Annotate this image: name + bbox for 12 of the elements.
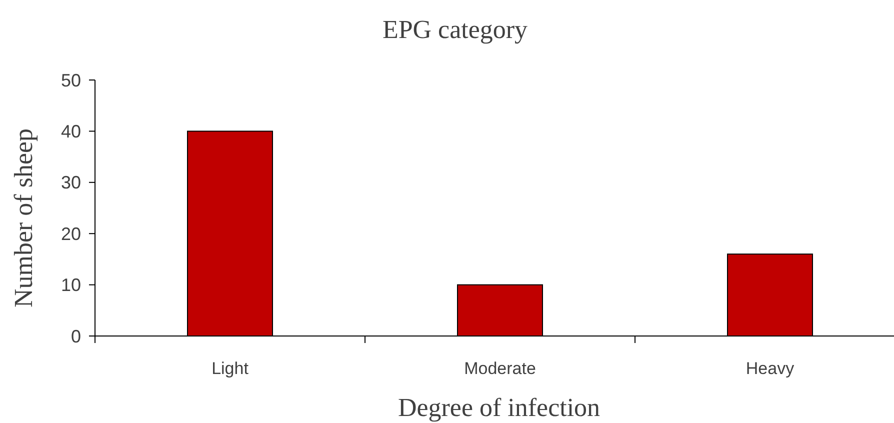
y-tick-label: 40 <box>60 122 81 142</box>
y-tick-label: 20 <box>60 224 81 244</box>
y-tick-label: 50 <box>60 70 81 90</box>
y-tick-label: 30 <box>60 172 81 193</box>
chart-title: EPG category <box>382 15 528 44</box>
x-tick-label: Heavy <box>746 359 795 378</box>
x-tick-label: Light <box>212 359 249 378</box>
y-tick-label: 0 <box>70 326 81 346</box>
x-axis-title: Degree of infection <box>398 393 600 422</box>
y-axis-title: Number of sheep <box>9 128 38 308</box>
y-tick-label: 10 <box>60 275 81 296</box>
x-tick-label: Moderate <box>464 359 536 378</box>
